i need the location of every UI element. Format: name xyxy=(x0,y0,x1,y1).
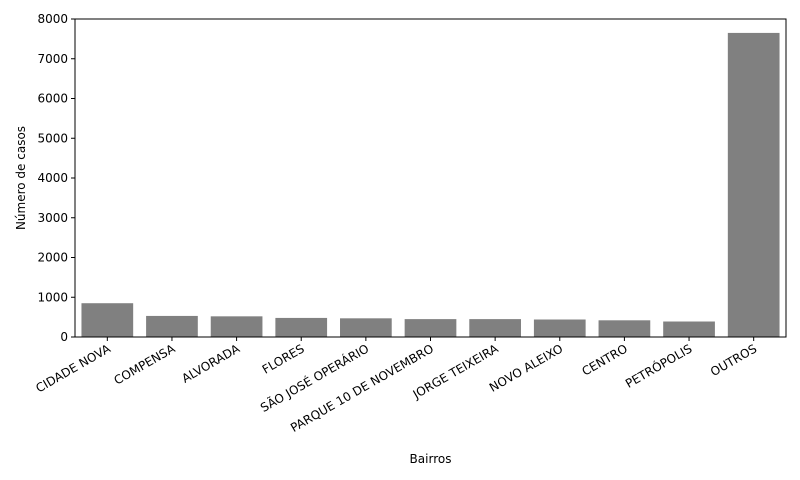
x-tick-label: COMPENSA xyxy=(112,341,179,388)
bars-group xyxy=(81,32,780,337)
bar-0 xyxy=(81,303,134,337)
x-tick-label: CIDADE NOVA xyxy=(33,341,113,395)
bar-5 xyxy=(404,319,457,337)
y-tick-label: 6000 xyxy=(37,92,68,106)
y-axis-label: Número de casos xyxy=(14,126,28,230)
y-tick-label: 1000 xyxy=(37,290,68,304)
y-tick-label: 0 xyxy=(60,330,68,344)
bar-6 xyxy=(469,319,521,337)
x-tick-label: OUTROS xyxy=(708,341,759,379)
bar-3 xyxy=(275,317,328,337)
x-tick-label: NOVO ALEIXO xyxy=(487,341,565,394)
x-tick-label: FLORES xyxy=(260,341,307,376)
bar-8 xyxy=(598,320,651,337)
bar-1 xyxy=(146,315,198,337)
bar-2 xyxy=(210,316,263,337)
y-tick-label: 5000 xyxy=(37,131,68,145)
bar-10 xyxy=(727,32,780,337)
x-tick-label: ALVORADA xyxy=(179,341,242,386)
bar-9 xyxy=(663,321,715,337)
y-tick-label: 3000 xyxy=(37,211,68,225)
bar-4 xyxy=(340,318,392,337)
bar-7 xyxy=(533,319,586,337)
x-tick-label: PETRÓPOLIS xyxy=(623,341,695,391)
x-tick-label: CENTRO xyxy=(580,341,630,378)
y-tick-label: 4000 xyxy=(37,171,68,185)
y-tick-label: 2000 xyxy=(37,251,68,265)
x-axis-label: Bairros xyxy=(410,452,452,466)
y-axis: 0 1000 2000 3000 4000 5000 6000 7000 8000 xyxy=(37,12,75,344)
x-tick-label: SÃO JOSÉ OPERÁRIO xyxy=(258,341,372,415)
y-tick-label: 7000 xyxy=(37,52,68,66)
y-tick-label: 8000 xyxy=(37,12,68,26)
plot-frame xyxy=(74,18,787,338)
